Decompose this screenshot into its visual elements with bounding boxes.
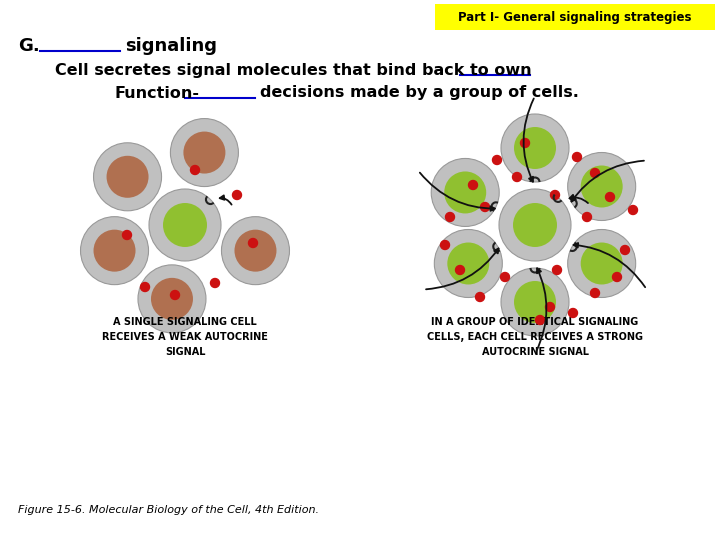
Circle shape <box>552 266 562 274</box>
Circle shape <box>521 138 529 147</box>
Text: IN A GROUP OF IDENTICAL SIGNALING: IN A GROUP OF IDENTICAL SIGNALING <box>431 317 639 327</box>
Circle shape <box>629 206 637 214</box>
Circle shape <box>569 308 577 318</box>
Text: A SINGLE SIGNALING CELL: A SINGLE SIGNALING CELL <box>113 317 257 327</box>
Circle shape <box>233 191 241 199</box>
Circle shape <box>546 302 554 312</box>
Circle shape <box>513 203 557 247</box>
Circle shape <box>171 119 238 186</box>
Circle shape <box>94 230 135 272</box>
Circle shape <box>248 239 258 247</box>
Circle shape <box>431 158 499 226</box>
Circle shape <box>163 203 207 247</box>
Circle shape <box>582 213 592 221</box>
Circle shape <box>492 156 502 165</box>
Circle shape <box>590 288 600 298</box>
Text: Cell secretes signal molecules that bind back to own: Cell secretes signal molecules that bind… <box>55 63 531 78</box>
Circle shape <box>456 266 464 274</box>
Circle shape <box>447 242 490 285</box>
Circle shape <box>140 282 150 292</box>
Circle shape <box>567 152 636 220</box>
Text: Part I- General signaling strategies: Part I- General signaling strategies <box>458 10 692 24</box>
Text: Function-: Function- <box>115 85 200 100</box>
Circle shape <box>536 315 544 325</box>
Text: decisions made by a group of cells.: decisions made by a group of cells. <box>260 85 579 100</box>
Circle shape <box>444 172 486 213</box>
Circle shape <box>581 165 623 207</box>
Circle shape <box>613 273 621 281</box>
Circle shape <box>590 168 600 178</box>
Text: RECEIVES A WEAK AUTOCRINE: RECEIVES A WEAK AUTOCRINE <box>102 332 268 342</box>
Circle shape <box>441 240 449 249</box>
Circle shape <box>138 265 206 333</box>
Circle shape <box>581 242 623 285</box>
Circle shape <box>621 246 629 254</box>
Text: Figure 15-6. Molecular Biology of the Cell, 4th Edition.: Figure 15-6. Molecular Biology of the Ce… <box>18 505 319 515</box>
Circle shape <box>149 189 221 261</box>
Circle shape <box>475 293 485 301</box>
Text: G.: G. <box>18 37 40 55</box>
Circle shape <box>606 192 614 201</box>
Circle shape <box>499 189 571 261</box>
Text: AUTOCRINE SIGNAL: AUTOCRINE SIGNAL <box>482 347 588 357</box>
Circle shape <box>235 230 276 272</box>
Circle shape <box>514 281 556 323</box>
Bar <box>435 4 715 30</box>
Circle shape <box>513 172 521 181</box>
Circle shape <box>171 291 179 300</box>
Circle shape <box>81 217 148 285</box>
Circle shape <box>500 273 510 281</box>
Circle shape <box>514 127 556 169</box>
Circle shape <box>501 114 569 182</box>
Circle shape <box>222 217 289 285</box>
Circle shape <box>107 156 148 198</box>
Text: CELLS, EACH CELL RECEIVES A STRONG: CELLS, EACH CELL RECEIVES A STRONG <box>427 332 643 342</box>
Circle shape <box>501 268 569 336</box>
Circle shape <box>469 180 477 190</box>
Text: signaling: signaling <box>125 37 217 55</box>
Text: SIGNAL: SIGNAL <box>165 347 205 357</box>
Circle shape <box>551 191 559 199</box>
Circle shape <box>567 230 636 298</box>
Circle shape <box>446 213 454 221</box>
Circle shape <box>191 165 199 174</box>
Circle shape <box>434 230 503 298</box>
Circle shape <box>122 231 132 240</box>
Circle shape <box>94 143 161 211</box>
Circle shape <box>572 152 582 161</box>
Circle shape <box>151 278 193 320</box>
Circle shape <box>480 202 490 212</box>
Circle shape <box>184 132 225 173</box>
Circle shape <box>210 279 220 287</box>
